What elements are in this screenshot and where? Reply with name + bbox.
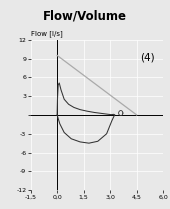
Text: (4): (4) xyxy=(140,53,155,63)
Text: Flow [l/s]: Flow [l/s] xyxy=(31,30,62,37)
Text: Flow/Volume: Flow/Volume xyxy=(43,9,127,22)
Text: Volume [l]: Volume [l] xyxy=(128,208,163,209)
